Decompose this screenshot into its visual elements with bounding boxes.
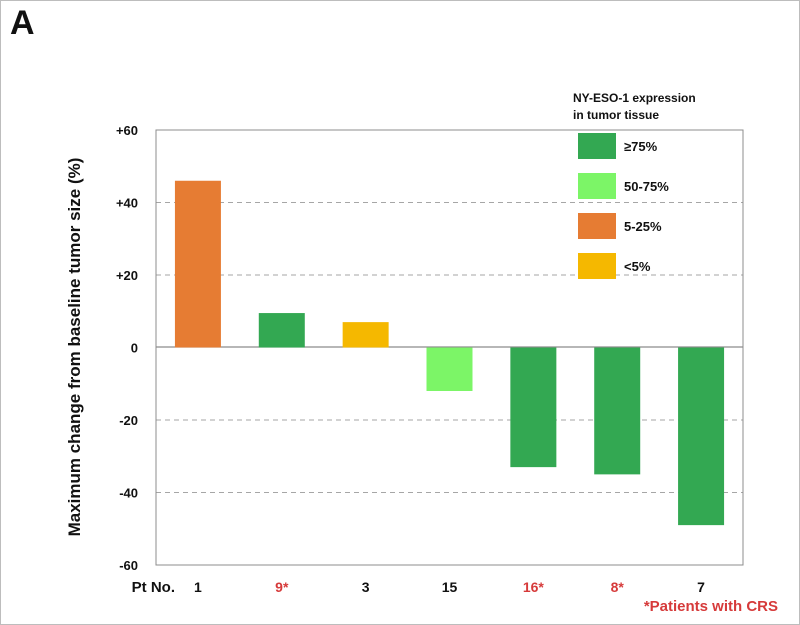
bar-pt-8 (594, 347, 641, 475)
y-tick-label: +60 (116, 123, 138, 138)
bars (174, 180, 725, 526)
legend-title-line2: in tumor tissue (573, 108, 659, 122)
bar-pt-9 (258, 313, 305, 348)
legend: NY-ESO-1 expression in tumor tissue ≥75%… (573, 91, 696, 279)
legend-item-label: 5-25% (624, 219, 662, 234)
legend-swatch (578, 213, 616, 239)
x-axis-label: Pt No. (132, 579, 175, 596)
y-tick-label: +20 (116, 268, 138, 283)
x-tick-label: 8* (611, 579, 625, 595)
y-tick-label: -40 (119, 486, 138, 501)
legend-swatch (578, 173, 616, 199)
bar-pt-7 (678, 347, 725, 526)
bar-pt-15 (426, 347, 473, 391)
y-tick-label: -20 (119, 413, 138, 428)
y-tick-label: -60 (119, 558, 138, 573)
y-tick-labels: +60 +40 +20 0 -20 -40 -60 (116, 123, 138, 573)
bar-pt-16 (510, 347, 557, 468)
bar-pt-1 (174, 180, 221, 348)
x-tick-label: 3 (362, 579, 370, 595)
bar-pt-3 (342, 322, 389, 348)
grid-lines (156, 202, 743, 493)
legend-item-label: ≥75% (624, 139, 658, 154)
y-tick-label: 0 (131, 341, 138, 356)
x-tick-label: 9* (275, 579, 289, 595)
legend-item-label: 50-75% (624, 179, 669, 194)
legend-title-line1: NY-ESO-1 expression (573, 91, 696, 105)
x-tick-labels: 1 9* 3 15 16* 8* 7 (194, 579, 705, 595)
crs-footnote: *Patients with CRS (643, 598, 778, 615)
x-tick-label: 1 (194, 579, 202, 595)
y-tick-label: +40 (116, 196, 138, 211)
x-tick-label: 16* (523, 579, 545, 595)
x-tick-label: 7 (697, 579, 705, 595)
panel-label: A (10, 4, 35, 42)
legend-item-label: <5% (624, 259, 651, 274)
legend-swatch (578, 133, 616, 159)
x-tick-label: 15 (442, 579, 458, 595)
legend-swatch (578, 253, 616, 279)
y-axis-label: Maximum change from baseline tumor size … (65, 158, 84, 537)
